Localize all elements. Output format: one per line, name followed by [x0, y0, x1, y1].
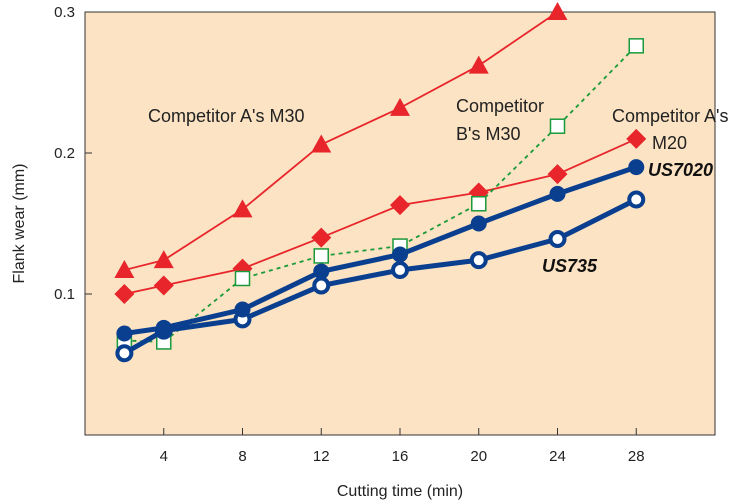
- data-point-triangle: [547, 2, 568, 20]
- axes: 4 8 12 16 20 24 28 0.1 0.2 0.3: [54, 4, 644, 465]
- data-point-triangle: [468, 55, 489, 74]
- plot-background: [84, 11, 716, 436]
- data-point-circle-filled: [392, 246, 408, 263]
- x-tick-label: 20: [470, 448, 487, 465]
- series-line: [124, 138, 637, 295]
- data-point-square: [313, 248, 329, 264]
- data-point-circle-filled: [549, 185, 566, 202]
- x-axis-title: Cutting time (min): [337, 483, 463, 500]
- data-point-circle-filled: [116, 325, 133, 342]
- series-line: [123, 197, 638, 356]
- series-line: [124, 164, 638, 336]
- series-label-competitor-b-m30-line2: B's M30: [456, 124, 520, 144]
- data-point-triangle: [311, 134, 332, 153]
- data-point-triangle: [390, 97, 410, 116]
- data-point-circle-open: [312, 276, 331, 295]
- x-tick-label: 24: [549, 448, 566, 465]
- series-label-us735: US735: [542, 256, 598, 276]
- y-axis-title: Flank wear (mm): [11, 163, 28, 283]
- data-point-triangle: [153, 250, 174, 269]
- x-tick-label: 12: [313, 448, 330, 465]
- x-tick-label: 8: [238, 448, 246, 465]
- data-point-circle-filled: [155, 319, 172, 336]
- y-tick-label: 0.2: [54, 145, 75, 162]
- data-point-triangle: [232, 199, 253, 218]
- series-line: [124, 45, 637, 343]
- data-point-square: [628, 38, 644, 54]
- data-point-square: [471, 196, 487, 212]
- series-label-competitor-a-m20-line1: Competitor A's: [612, 106, 728, 126]
- data-point-triangle: [114, 260, 135, 279]
- data-point-square: [549, 118, 566, 134]
- data-point-diamond: [626, 128, 647, 149]
- x-tick-label: 28: [628, 448, 645, 465]
- series-label-competitor-a-m30: Competitor A's M30: [148, 106, 305, 126]
- data-point-circle-open: [548, 230, 567, 249]
- series-label-us7020: US7020: [648, 160, 713, 180]
- data-point-circle-filled: [628, 159, 645, 176]
- data-point-circle-open: [469, 251, 488, 270]
- x-tick-label: 16: [392, 448, 409, 465]
- data-point-diamond: [153, 275, 174, 296]
- data-point-diamond: [390, 195, 410, 216]
- data-point-diamond: [114, 284, 135, 304]
- data-point-circle-filled: [234, 301, 251, 318]
- data-point-circle-open: [627, 190, 646, 209]
- data-point-circle-open: [115, 344, 134, 363]
- data-point-circle-filled: [313, 263, 330, 280]
- y-tick-label: 0.1: [54, 286, 75, 303]
- data-point-circle-filled: [470, 215, 487, 232]
- series-label-competitor-b-m30-line1: Competitor: [456, 96, 544, 116]
- data-point-circle-open: [391, 261, 409, 280]
- series-layer: [114, 2, 647, 363]
- x-tick-label: 4: [160, 448, 168, 465]
- data-point-square: [234, 270, 251, 287]
- y-tick-label: 0.3: [54, 4, 75, 21]
- data-point-diamond: [547, 164, 568, 185]
- data-point-diamond: [311, 227, 332, 248]
- series-label-competitor-a-m20-line2: M20: [652, 133, 687, 153]
